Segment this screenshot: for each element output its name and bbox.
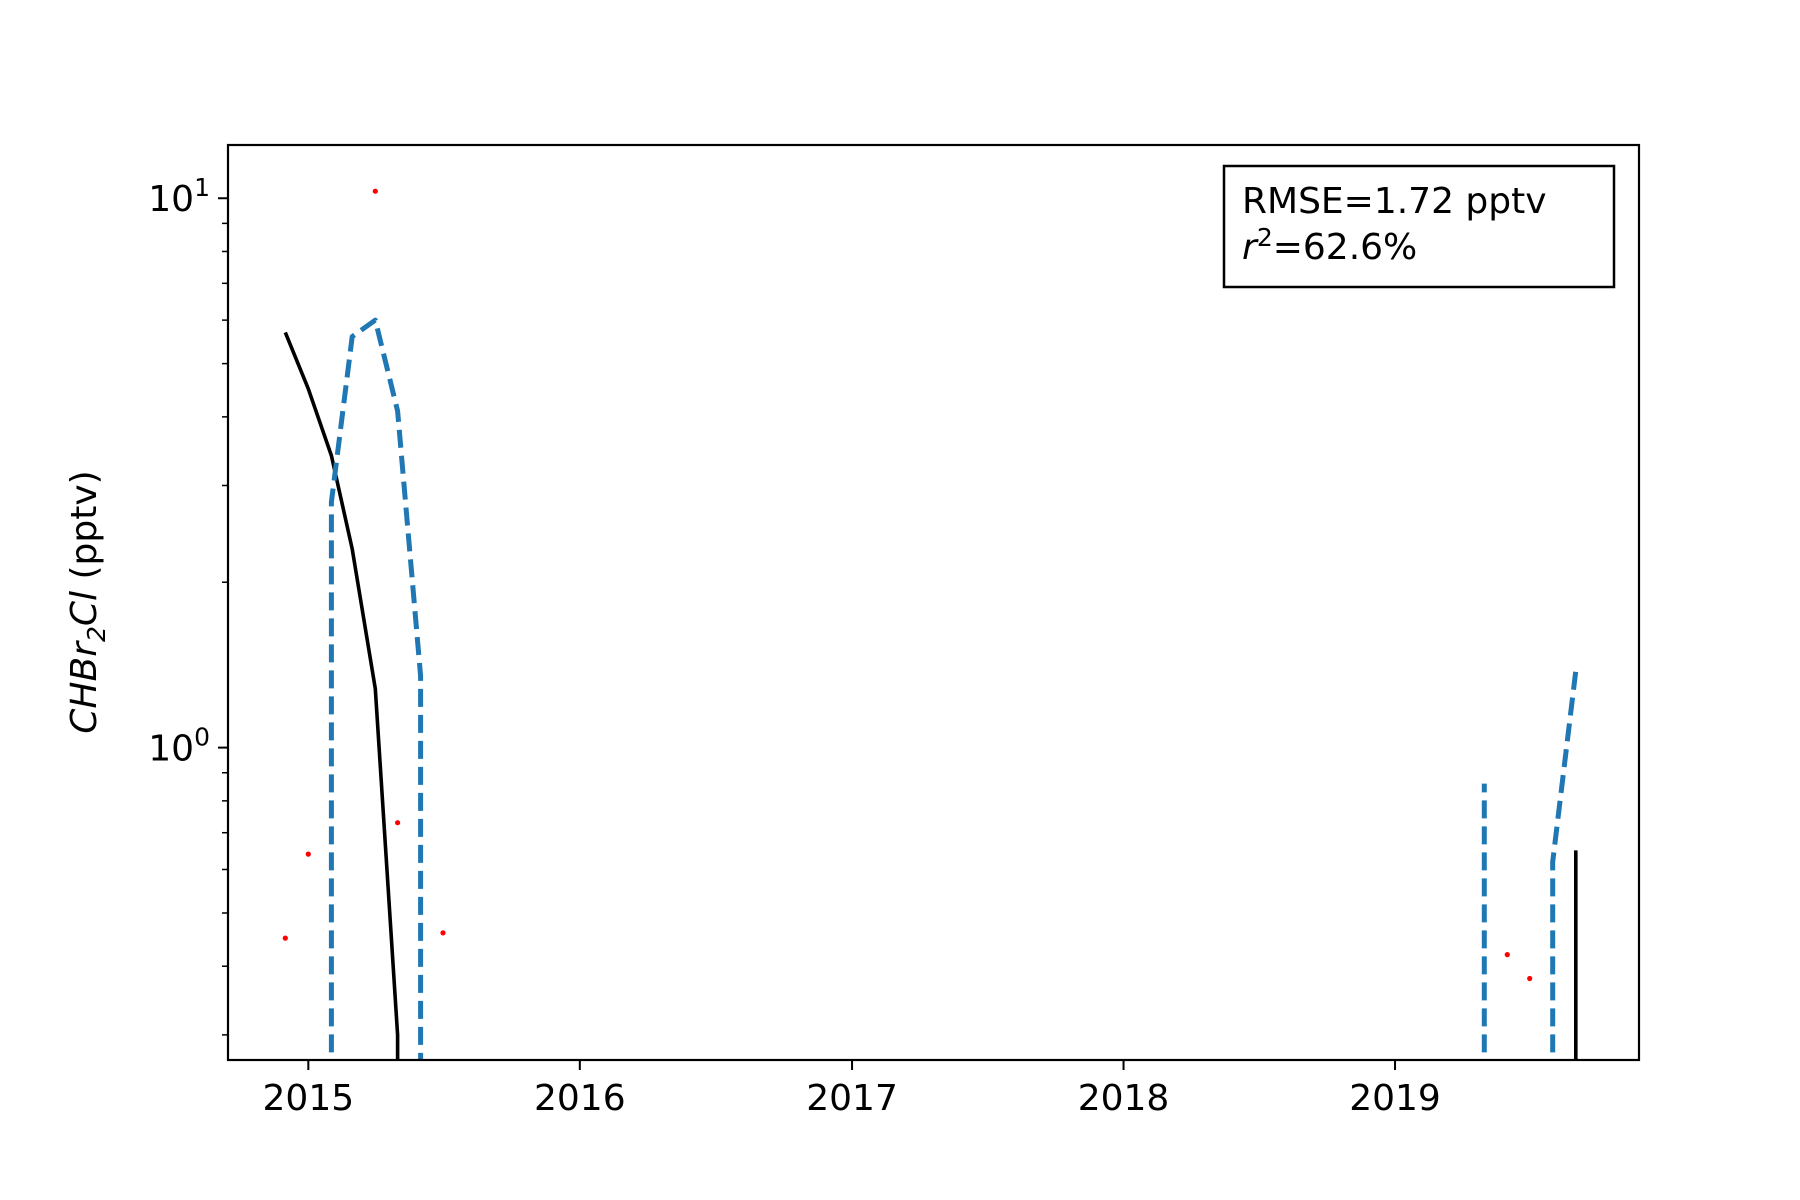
obs-point-1 [305, 851, 311, 857]
r2-var: r [1242, 227, 1259, 268]
y-tick-label: 101 [148, 173, 210, 220]
obs-point-3 [395, 820, 401, 826]
y-tick-label: 100 [148, 723, 210, 770]
y-axis-label: CHBr2Cl (pptv) [64, 470, 111, 733]
x-tick-label: 2016 [534, 1078, 626, 1119]
model-solid-line-0 [283, 331, 400, 1060]
model-dashed-line-2 [1550, 670, 1579, 1060]
y-axis-label-sub: 2 [82, 626, 111, 642]
plot-frame [226, 143, 1641, 1062]
annotation-box: RMSE=1.72 pptv r2=62.6% [1222, 164, 1616, 289]
x-tick-label: 2015 [263, 1078, 355, 1119]
y-axis-label-tail: Cl [64, 591, 105, 626]
r2-sup: 2 [1257, 223, 1273, 252]
y-axis-label-main: CHBr [64, 640, 105, 734]
x-tick-label: 2018 [1078, 1078, 1170, 1119]
rmse-text: RMSE=1.72 pptv [1242, 181, 1547, 222]
obs-point-4 [440, 930, 446, 936]
axis-ticks: 2015 2016 2017 2018 2019 100 101 [148, 173, 1441, 1119]
model-dashed-line-0 [328, 317, 424, 1060]
annotation-frame [1222, 164, 1616, 289]
x-tick-label: 2017 [806, 1078, 898, 1119]
r2-text: r2=62.6% [1242, 223, 1417, 268]
obs-point-5 [1504, 952, 1510, 958]
obs-point-2 [372, 188, 378, 194]
y-axis-label-unit: (pptv) [64, 470, 105, 591]
obs-point-6 [1527, 975, 1533, 982]
x-tick-label: 2019 [1349, 1078, 1441, 1119]
r2-rest: =62.6% [1273, 227, 1418, 268]
series-layer [282, 188, 1579, 1060]
obs-point-0 [282, 935, 288, 941]
